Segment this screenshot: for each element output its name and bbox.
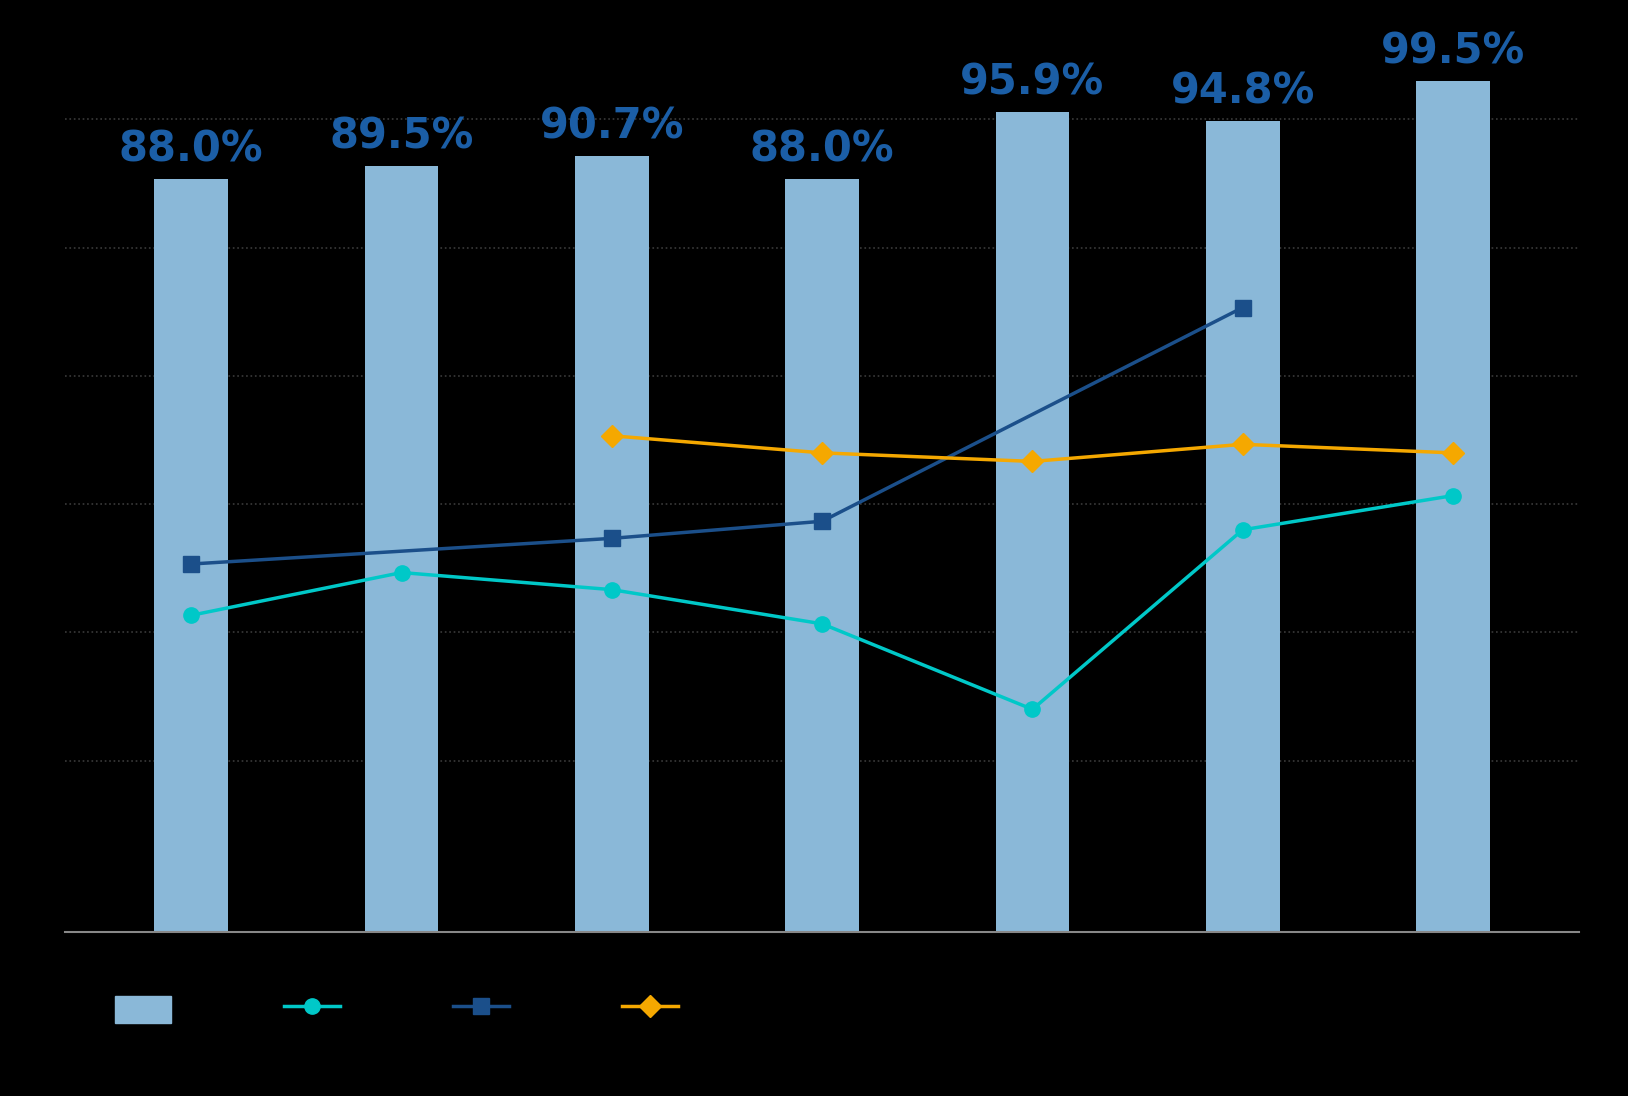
Bar <box>365 167 438 932</box>
Text: 94.8%: 94.8% <box>1171 70 1315 113</box>
Bar <box>996 112 1070 932</box>
Legend: 　, 　, 　, 　: , , , <box>106 986 711 1031</box>
Text: 95.9%: 95.9% <box>961 61 1104 103</box>
Text: 99.5%: 99.5% <box>1381 31 1525 72</box>
Bar <box>1206 122 1280 932</box>
Text: 88.0%: 88.0% <box>751 128 894 171</box>
Text: 88.0%: 88.0% <box>119 128 264 171</box>
Bar <box>575 157 648 932</box>
Bar <box>1416 81 1490 932</box>
Bar <box>155 180 228 932</box>
Text: 89.5%: 89.5% <box>329 116 474 158</box>
Text: 90.7%: 90.7% <box>539 105 684 148</box>
Bar <box>785 180 860 932</box>
